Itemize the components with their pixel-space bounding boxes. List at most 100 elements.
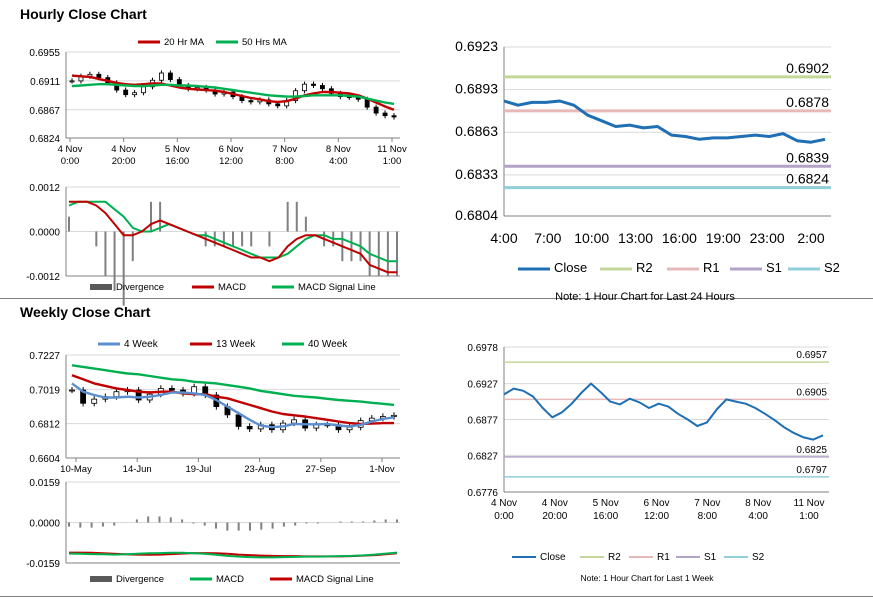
weekly_macd-y-tick-label: 0.0000	[29, 519, 60, 530]
candle-body	[159, 72, 164, 81]
weekly_price-x-tick-label: 1-Nov	[369, 464, 395, 475]
hourly_price-ma20-line	[71, 74, 395, 111]
hourly-24h-note: Note: 1 Hour Chart for Last 24 Hours	[555, 291, 735, 303]
weekly-1w-legend-s1-swatch	[676, 556, 700, 558]
hourly_macd-y-tick-label: 0.0000	[29, 228, 60, 239]
weekly_price-y-tick-label: 0.6604	[29, 454, 60, 465]
weekly-legend-4-week-swatch	[98, 342, 120, 346]
candle-body	[141, 86, 146, 94]
weekly_1w-y-tick-label: 0.6877	[467, 416, 498, 427]
weekly-legend-40-week-label: 40 Week	[308, 339, 348, 350]
candle-body	[80, 389, 87, 404]
weekly_1w-y-tick-label: 0.6776	[467, 488, 498, 499]
hourly_price-x-tick-label-time: 4:00	[329, 156, 348, 167]
weekly_macd-y-tick-label: 0.0159	[29, 478, 60, 489]
weekly_price-ma13-line	[71, 374, 394, 426]
hourly_price-x-tick-label-time: 0:00	[61, 156, 80, 167]
hourly_24h-y-tick-label: 0.6923	[455, 38, 498, 54]
hourly_price-x-tick-label-date: 4 Nov	[111, 144, 136, 155]
candle-body	[346, 426, 353, 431]
weekly_1w-level-s2-label: 0.6797	[796, 465, 827, 476]
hourly_price-x-tick-label-date: 4 Nov	[58, 144, 83, 155]
weekly-legend-macd-label: MACD	[216, 574, 244, 585]
candle-body	[169, 387, 175, 391]
weekly_1w-level-s1-label: 0.6825	[796, 445, 827, 456]
weekly-legend-divergence-label: Divergence	[116, 574, 164, 585]
weekly_1w-x-tick-label-time: 16:00	[593, 511, 618, 522]
hourly-section-title: Hourly Close Chart	[20, 6, 147, 22]
hourly_24h-level-r2-label: 0.6902	[786, 60, 829, 76]
hourly-legend-50hrs-ma-label: 50 Hrs MA	[242, 37, 288, 48]
weekly-1w-legend-r1-label: R1	[657, 552, 670, 563]
weekly_price-x-tick-label: 19-Jul	[185, 464, 211, 475]
weekly-legend-signal-label: MACD Signal Line	[296, 574, 374, 585]
weekly_1w-x-tick-label-date: 11 Nov	[794, 498, 825, 509]
weekly_price-ma40-line	[71, 364, 395, 407]
weekly_1w-level-r1-label: 0.6905	[796, 387, 827, 398]
weekly_macd-macd-line	[68, 551, 398, 559]
hourly_24h-x-tick-label: 7:00	[534, 230, 561, 246]
candle-body	[248, 100, 254, 103]
hourly_price-x-tick-label-date: 8 Nov	[326, 144, 351, 155]
hourly_price-y-tick-label: 0.6824	[29, 134, 60, 145]
candle-body	[291, 419, 297, 424]
weekly-1w-legend-r2-label: R2	[608, 552, 621, 563]
weekly-1w-legend-s2-label: S2	[752, 552, 765, 563]
weekly_1w-x-tick-label-date: 5 Nov	[593, 498, 619, 509]
weekly_macd-y-tick-label: -0.0159	[26, 559, 60, 570]
hourly_price-y-tick-label: 0.6867	[29, 106, 60, 117]
weekly_1w-level-r2-label: 0.6957	[796, 350, 827, 361]
hourly_24h-x-tick-label: 4:00	[490, 230, 517, 246]
weekly_1w-y-tick-label: 0.6927	[467, 380, 498, 391]
candle-body	[91, 398, 98, 404]
hourly_price-y-tick-label: 0.6955	[29, 48, 60, 59]
weekly-legend-macd-swatch	[190, 577, 212, 581]
hourly_price-x-tick-label-time: 8:00	[275, 156, 294, 167]
weekly_1w-y-tick-label: 0.6827	[467, 451, 498, 462]
hourly-24h-legend-r1-swatch	[667, 267, 699, 271]
weekly_1w-y-tick-label: 0.6978	[467, 343, 498, 354]
candle-body	[69, 80, 75, 83]
hourly-legend-macd-swatch	[192, 285, 214, 289]
hourly-24h-legend-s1-swatch	[730, 267, 762, 271]
hourly_24h-x-tick-label: 16:00	[662, 230, 697, 246]
hourly_macd-y-tick-label: -0.0012	[26, 272, 60, 283]
hourly_24h-y-tick-label: 0.6804	[455, 207, 498, 223]
candle-body	[391, 414, 397, 417]
weekly-1w-legend-close-swatch	[512, 556, 536, 558]
weekly_1w-x-tick-label-time: 0:00	[494, 511, 514, 522]
hourly-legend-divergence-label: Divergence	[116, 282, 164, 293]
candle-body	[167, 72, 173, 80]
hourly-24h-legend-s2-label: S2	[824, 260, 840, 275]
candle-body	[132, 92, 138, 96]
weekly-legend-13-week-swatch	[190, 342, 212, 346]
hourly_24h-x-tick-label: 2:00	[797, 230, 824, 246]
weekly-legend-4-week-label: 4 Week	[124, 339, 159, 350]
hourly-legend-divergence-swatch	[90, 284, 112, 290]
hourly-24h-legend-r1-label: R1	[703, 260, 720, 275]
hourly-24h-legend-close-swatch	[518, 267, 550, 271]
hourly_24h-y-tick-label: 0.6863	[455, 123, 498, 139]
hourly_price-x-tick-label-time: 16:00	[165, 156, 189, 167]
weekly-1w-legend-close-label: Close	[540, 552, 566, 563]
weekly_1w-x-tick-label-date: 6 Nov	[643, 498, 669, 509]
weekly_1w-x-tick-label-time: 12:00	[644, 511, 669, 522]
weekly_1w-x-tick-label-date: 8 Nov	[745, 498, 771, 509]
weekly-1w-legend-r1-swatch	[629, 556, 653, 558]
hourly_macd-signal-line	[68, 200, 397, 263]
weekly_1w-x-tick-label-date: 4 Nov	[542, 498, 568, 509]
candle-body	[96, 73, 102, 79]
hourly_price-x-tick-label-time: 20:00	[112, 156, 136, 167]
weekly_price-y-tick-label: 0.6812	[29, 420, 60, 431]
hourly_24h-level-s2-label: 0.6824	[786, 171, 829, 187]
weekly-1w-legend-s1-label: S1	[704, 552, 717, 563]
hourly_macd-macd-line	[69, 200, 397, 274]
weekly-legend-40-week-swatch	[282, 342, 304, 346]
weekly_1w-x-tick-label-time: 8:00	[698, 511, 718, 522]
weekly_price-x-tick-label: 14-Jun	[123, 464, 152, 475]
candle-body	[246, 426, 253, 430]
candle-body	[391, 115, 397, 118]
hourly-24h-legend-r2-label: R2	[636, 260, 653, 275]
hourly_24h-x-tick-label: 13:00	[618, 230, 653, 246]
